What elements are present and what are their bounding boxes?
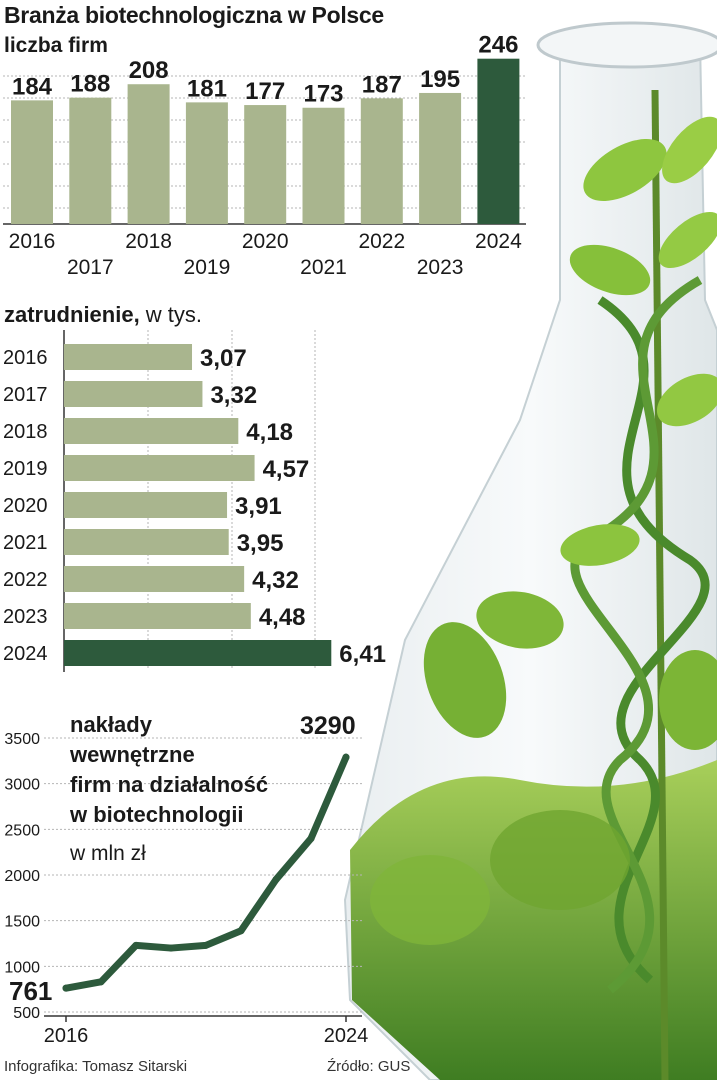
employment-value-label-2019: 4,57 (263, 456, 310, 483)
spend-y-tick-1000: 1000 (4, 959, 40, 976)
employment-bar-2018 (64, 418, 239, 444)
firms-bar-2020 (244, 105, 287, 224)
infographic-credit: Infografika: Tomasz Sitarski (4, 1058, 188, 1075)
spend-point-2017 (97, 978, 105, 986)
employment-value-label-2016: 3,07 (200, 345, 247, 372)
employment-bar-2017 (64, 381, 203, 407)
employment-value-label-2022: 4,32 (252, 567, 299, 594)
spend-unit-label: w mln zł (69, 842, 146, 865)
employment-bar-2020 (64, 492, 228, 518)
firms-value-label-2022: 187 (362, 71, 402, 98)
firms-bar-2021 (302, 107, 345, 224)
firms-year-label-2016: 2016 (9, 230, 56, 253)
data-source: Źródło: GUS (327, 1058, 411, 1075)
employment-bar-2022 (64, 566, 245, 592)
employment-bar-2024 (64, 640, 332, 666)
firms-bar-2017 (69, 97, 112, 224)
employment-bar-2019 (64, 455, 255, 481)
firms-value-label-2024: 246 (478, 32, 518, 59)
spend-end-label: 3290 (300, 712, 356, 740)
firms-value-label-2016: 184 (12, 73, 53, 100)
firms-year-label-2020: 2020 (242, 230, 289, 253)
employment-year-label-2016: 2016 (3, 347, 48, 369)
firms-value-label-2021: 173 (303, 81, 343, 108)
employment-year-label-2018: 2018 (3, 421, 48, 443)
employment-year-label-2019: 2019 (3, 458, 48, 480)
spend-x-label-first: 2016 (44, 1025, 89, 1047)
firms-year-label-2019: 2019 (184, 256, 231, 279)
firms-bar-2024 (477, 58, 520, 224)
firms-bar-2016 (11, 100, 53, 224)
firms-bar-2018 (127, 84, 170, 224)
spend-title-line: nakłady (70, 712, 153, 737)
spend-y-tick-2500: 2500 (4, 822, 40, 839)
spend-point-2023 (307, 834, 315, 842)
employment-year-label-2022: 2022 (3, 569, 48, 591)
spend-point-2016 (62, 984, 70, 992)
employment-value-label-2017: 3,32 (210, 382, 257, 409)
employment-value-label-2018: 4,18 (246, 419, 293, 446)
employment-value-label-2020: 3,91 (235, 493, 282, 520)
spend-x-label-last: 2024 (324, 1025, 369, 1047)
firms-year-label-2017: 2017 (67, 256, 114, 279)
employment-label-bold: zatrudnienie, (4, 302, 140, 327)
firms-value-label-2023: 195 (420, 66, 460, 93)
spend-y-tick-3000: 3000 (4, 777, 40, 794)
employment-bar-2021 (64, 529, 229, 555)
firms-year-label-2024: 2024 (475, 230, 522, 253)
spend-title-line: wewnętrzne (69, 742, 195, 767)
spend-y-tick-500: 500 (13, 1005, 40, 1022)
employment-year-label-2023: 2023 (3, 606, 48, 628)
spend-point-2018 (132, 941, 140, 949)
firms-bar-2023 (419, 92, 462, 225)
spend-point-2022 (272, 876, 280, 884)
firms-value-label-2020: 177 (245, 78, 285, 105)
employment-label-unit: w tys. (139, 302, 203, 327)
firms-chart-subtitle: liczba firm (4, 34, 108, 57)
firms-bar-2019 (185, 102, 228, 224)
employment-year-label-2024: 2024 (3, 643, 48, 665)
firms-year-label-2018: 2018 (125, 230, 172, 253)
firms-value-label-2017: 188 (70, 71, 110, 98)
employment-bar-2016 (64, 344, 193, 370)
firms-year-label-2023: 2023 (417, 256, 464, 279)
employment-value-label-2024: 6,41 (339, 641, 386, 668)
spend-y-tick-3500: 3500 (4, 731, 40, 748)
spend-y-tick-1500: 1500 (4, 914, 40, 931)
firms-bar-2022 (360, 98, 403, 224)
spend-point-2021 (237, 927, 245, 935)
firms-year-label-2022: 2022 (358, 230, 405, 253)
chart-title: Branża biotechnologiczna w Polsce (4, 2, 384, 28)
firms-value-label-2019: 181 (187, 75, 227, 102)
spend-point-2024 (342, 753, 350, 761)
spend-title-line: firm na działalność (70, 772, 268, 797)
employment-year-label-2020: 2020 (3, 495, 48, 517)
employment-bar-2023 (64, 603, 251, 629)
spend-y-tick-2000: 2000 (4, 868, 40, 885)
spend-point-2019 (167, 944, 175, 952)
spend-point-2020 (202, 941, 210, 949)
employment-value-label-2021: 3,95 (237, 530, 284, 557)
firms-year-label-2021: 2021 (300, 256, 347, 279)
employment-value-label-2023: 4,48 (259, 604, 306, 631)
employment-year-label-2017: 2017 (3, 384, 48, 406)
spend-title-line: w biotechnologii (69, 802, 244, 827)
firms-value-label-2018: 208 (129, 57, 169, 84)
employment-year-label-2021: 2021 (3, 532, 48, 554)
employment-chart-subtitle: zatrudnienie, w tys. (4, 302, 202, 328)
spend-start-label: 761 (9, 976, 52, 1006)
